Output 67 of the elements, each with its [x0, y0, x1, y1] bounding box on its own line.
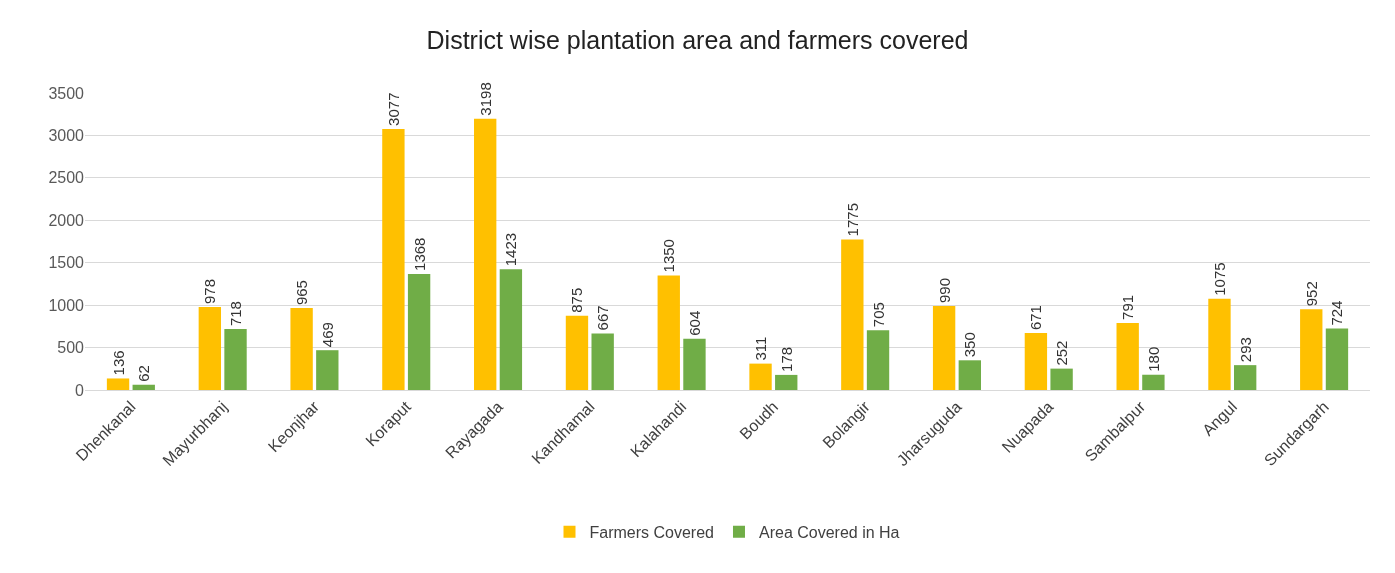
bar	[1208, 298, 1231, 390]
data-label: 3198	[476, 82, 494, 116]
data-label: 952	[1302, 281, 1320, 307]
bar	[591, 333, 614, 390]
data-label: 3077	[384, 92, 402, 126]
bar	[932, 305, 956, 390]
data-label: 293	[1236, 337, 1254, 363]
bar	[1233, 365, 1257, 390]
bar	[683, 338, 706, 390]
bar	[866, 330, 890, 390]
data-label: 791	[1119, 294, 1137, 320]
data-label: 667	[594, 305, 612, 331]
bar	[1050, 368, 1073, 390]
data-label: 965	[293, 280, 311, 306]
data-label: 180	[1144, 346, 1162, 372]
bar	[565, 315, 589, 390]
legend-label: Farmers Covered	[589, 523, 714, 541]
bar	[474, 118, 497, 390]
legend-label: Area Covered in Ha	[758, 523, 900, 541]
bar	[106, 378, 130, 390]
data-label: 1423	[502, 232, 520, 267]
bar	[198, 307, 222, 390]
y-tick-label: 1500	[48, 254, 85, 272]
y-tick-label: 0	[75, 381, 85, 399]
data-label: 604	[685, 310, 703, 336]
bar	[1116, 322, 1139, 390]
data-label: 724	[1328, 300, 1346, 326]
data-label: 469	[318, 322, 336, 348]
bar	[1024, 333, 1048, 390]
bar	[841, 239, 864, 390]
data-label: 350	[961, 332, 979, 358]
data-label: 705	[869, 302, 887, 328]
data-label: 875	[568, 287, 586, 313]
data-label: 1368	[410, 237, 428, 271]
data-label: 990	[935, 277, 953, 303]
bar	[382, 128, 405, 390]
data-label: 671	[1027, 305, 1045, 331]
y-tick-label: 2000	[48, 211, 85, 229]
data-label: 311	[752, 336, 770, 361]
bar	[958, 360, 981, 390]
data-label: 1075	[1210, 262, 1228, 296]
bar	[316, 350, 339, 390]
bar	[657, 275, 680, 390]
bar	[407, 273, 431, 390]
bar	[1142, 374, 1165, 390]
y-tick-label: 3000	[48, 127, 85, 145]
bar	[1325, 328, 1349, 390]
bar	[775, 374, 798, 390]
data-label: 252	[1053, 340, 1071, 366]
bar	[224, 329, 247, 390]
data-label: 978	[201, 278, 219, 305]
data-label: 178	[777, 346, 795, 372]
data-label: 1350	[660, 239, 678, 273]
y-tick-label: 500	[57, 339, 85, 357]
bar	[1300, 309, 1323, 390]
y-tick-label: 1000	[48, 296, 85, 314]
data-label: 62	[135, 365, 153, 382]
data-label: 718	[227, 301, 245, 327]
bar	[132, 384, 155, 390]
y-tick-label: 3500	[48, 84, 85, 102]
data-label: 1775	[843, 203, 861, 237]
bar	[749, 363, 772, 390]
y-tick-label: 2500	[48, 169, 85, 187]
bar	[499, 269, 523, 390]
bar	[290, 308, 313, 390]
data-label: 136	[109, 350, 127, 376]
chart-title: District wise plantation area and farmers covered	[426, 25, 969, 54]
